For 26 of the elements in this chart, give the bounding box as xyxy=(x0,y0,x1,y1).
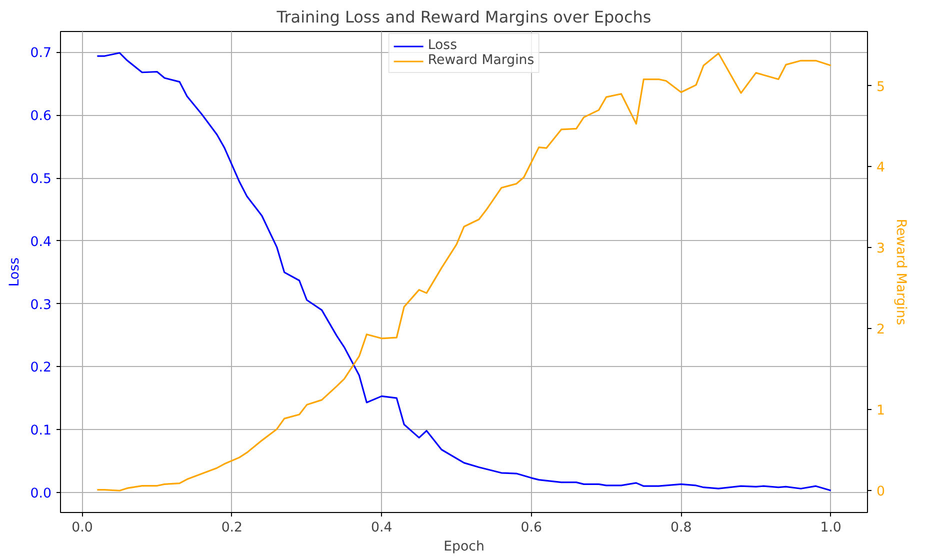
x-tick-label: 1.0 xyxy=(820,520,842,536)
x-tick-label: 0.4 xyxy=(371,520,392,536)
y2-tick-label: 0 xyxy=(876,484,885,500)
y-tick-label: 0.1 xyxy=(30,424,52,439)
x-axis-title: Epoch xyxy=(444,540,484,554)
y2-tick-label: 1 xyxy=(876,404,885,419)
y-axis-title: Loss xyxy=(7,257,22,287)
y2-axis-title: Reward Margins xyxy=(892,218,908,326)
x-tick-label: 0.6 xyxy=(520,520,542,536)
y-tick-label: 0.2 xyxy=(30,360,52,376)
legend-label: Reward Margins xyxy=(428,53,534,68)
x-tick-label: 0.8 xyxy=(670,520,692,536)
y-tick-label: 0.5 xyxy=(30,172,52,187)
y-tick-label: 0.7 xyxy=(30,46,52,62)
y2-tick-label: 2 xyxy=(876,322,885,338)
legend-label: Loss xyxy=(428,38,458,53)
y2-tick-label: 3 xyxy=(876,242,885,257)
x-tick-label: 0.0 xyxy=(72,520,93,536)
y2-tick-label: 5 xyxy=(876,80,885,95)
y2-tick-label: 4 xyxy=(876,160,885,176)
y-tick-label: 0.6 xyxy=(30,109,52,124)
y-tick-label: 0.0 xyxy=(30,486,52,502)
y-tick-label: 0.3 xyxy=(30,298,52,313)
y-tick-label: 0.4 xyxy=(30,234,52,250)
x-tick-label: 0.2 xyxy=(221,520,243,536)
chart-title: Training Loss and Reward Margins over Epochs xyxy=(276,8,652,26)
